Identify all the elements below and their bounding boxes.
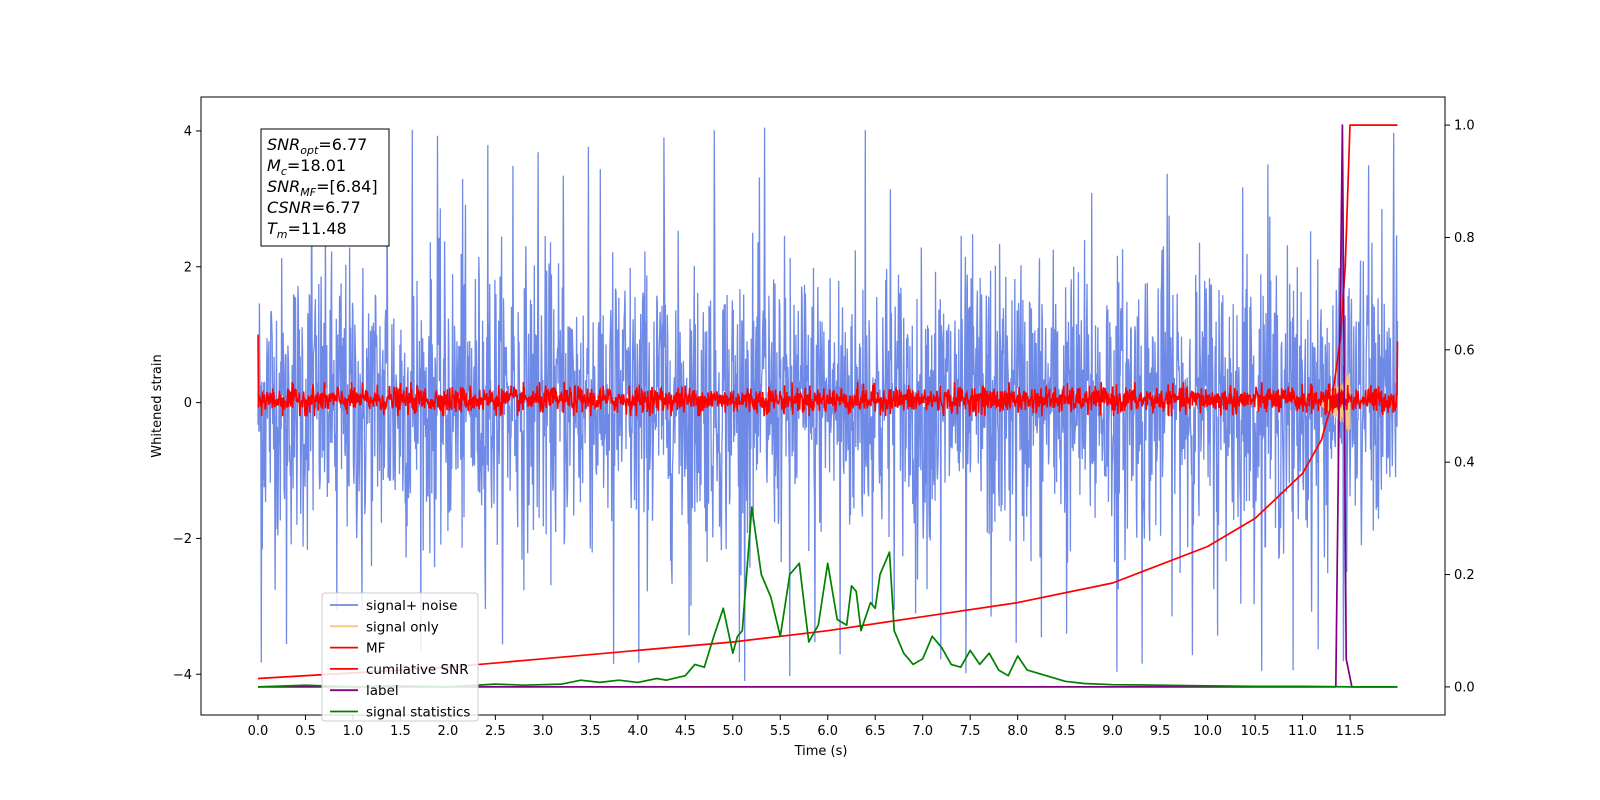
x-tick-label: 10.0: [1193, 724, 1222, 739]
legend-item: MF: [330, 641, 385, 657]
stats-line: Tm=11.48: [267, 219, 347, 241]
legend-label: signal only: [366, 619, 439, 635]
x-tick-label: 2.0: [438, 724, 459, 739]
x-tick-label: 1.0: [343, 724, 364, 739]
x-tick-label: 8.0: [1007, 724, 1028, 739]
legend-frame: [321, 592, 479, 722]
series-mf: [257, 334, 1399, 417]
series-signal-statistics: [257, 506, 1398, 688]
x-tick-label: 0.0: [248, 724, 269, 739]
stats-value: =6.77: [318, 135, 367, 154]
y-tick-label: 4: [184, 124, 192, 139]
stats-subscript: m: [277, 228, 288, 241]
x-tick-label: 9.5: [1150, 724, 1171, 739]
x-tick-label: 4.0: [627, 724, 648, 739]
right-y-tick-label: 0.6: [1454, 343, 1475, 358]
y-tick-label: 0: [184, 396, 192, 411]
x-tick-label: 11.5: [1336, 724, 1365, 739]
x-tick-label: 2.5: [485, 724, 506, 739]
x-tick-label: 5.0: [722, 724, 743, 739]
x-tick-label: 7.5: [960, 724, 981, 739]
x-tick-label: 6.5: [865, 724, 886, 739]
stats-symbol: CSNR: [267, 198, 312, 217]
stats-value: =[6.84]: [316, 177, 378, 196]
x-tick-label: 9.0: [1102, 724, 1123, 739]
plot-frame: [200, 96, 1446, 716]
y-axis-ticks: −4 −2 0 2 4: [173, 124, 201, 683]
stats-box-frame: [260, 128, 390, 247]
x-tick-label: 0.5: [295, 724, 316, 739]
legend-label: label: [366, 683, 399, 699]
legend-label: cumilative SNR: [366, 662, 469, 678]
stats-annotation-box: SNRopt=6.77Mc=18.01SNRMF=[6.84]CSNR=6.77…: [260, 128, 390, 247]
right-y-tick-label: 0.8: [1454, 231, 1475, 246]
y-tick-label: −2: [173, 532, 192, 547]
right-y-tick-label: 1.0: [1454, 119, 1475, 134]
right-y-tick-label: 0.2: [1454, 568, 1475, 583]
right-y-tick-label: 0.4: [1454, 456, 1475, 471]
y-tick-label: −4: [173, 668, 192, 683]
x-tick-label: 7.0: [912, 724, 933, 739]
y-tick-label: 2: [184, 260, 192, 275]
legend-item: label: [330, 683, 399, 699]
x-tick-label: 6.0: [817, 724, 838, 739]
x-tick-label: 4.5: [675, 724, 696, 739]
y-axis-label: Whitened strain: [150, 354, 165, 457]
legend: signal+ noise signal only MF cumilative SNR…: [321, 592, 479, 722]
series-cumilative-snr: [257, 124, 1398, 680]
legend-label: signal statistics: [366, 705, 470, 721]
x-axis-label: Time (s): [794, 744, 848, 759]
stats-symbol: M: [267, 156, 281, 175]
right-y-axis-ticks: 0.0 0.2 0.4 0.6 0.8 1.0: [1445, 119, 1475, 695]
stats-line: SNRopt=6.77: [267, 135, 367, 157]
x-axis-ticks: 0.0 0.5 1.0 1.5 2.0 2.5 3.0 3.5 4.0 4.5 5.0 5.5 6.0 6…: [248, 715, 1365, 739]
x-tick-label: 1.5: [390, 724, 411, 739]
stats-line: Mc=18.01: [267, 156, 346, 178]
stats-symbol: SNR: [267, 135, 300, 154]
stats-subscript: opt: [300, 144, 319, 157]
x-tick-label: 5.5: [770, 724, 791, 739]
stats-value: =11.48: [288, 219, 347, 238]
stats-value: =6.77: [312, 198, 361, 217]
stats-symbol: T: [267, 219, 278, 238]
legend-label: signal+ noise: [366, 598, 457, 614]
x-tick-label: 10.5: [1241, 724, 1270, 739]
x-tick-label: 8.5: [1055, 724, 1076, 739]
plot-series-right-axis: [257, 124, 1398, 688]
stats-line: CSNR=6.77: [267, 198, 361, 217]
legend-item: signal statistics: [330, 705, 470, 721]
x-tick-label: 11.0: [1288, 724, 1317, 739]
legend-item: signal only: [330, 619, 439, 635]
stats-line: SNRMF=[6.84]: [267, 177, 378, 199]
right-y-tick-label: 0.0: [1454, 680, 1475, 695]
stats-subscript: c: [281, 165, 287, 178]
stats-value: =18.01: [287, 156, 346, 175]
stats-symbol: SNR: [267, 177, 300, 196]
legend-item: signal+ noise: [330, 598, 457, 614]
legend-label: MF: [366, 641, 385, 657]
legend-item: cumilative SNR: [330, 662, 469, 678]
x-tick-label: 3.0: [533, 724, 554, 739]
stats-subscript: MF: [300, 186, 316, 199]
x-tick-label: 3.5: [580, 724, 601, 739]
